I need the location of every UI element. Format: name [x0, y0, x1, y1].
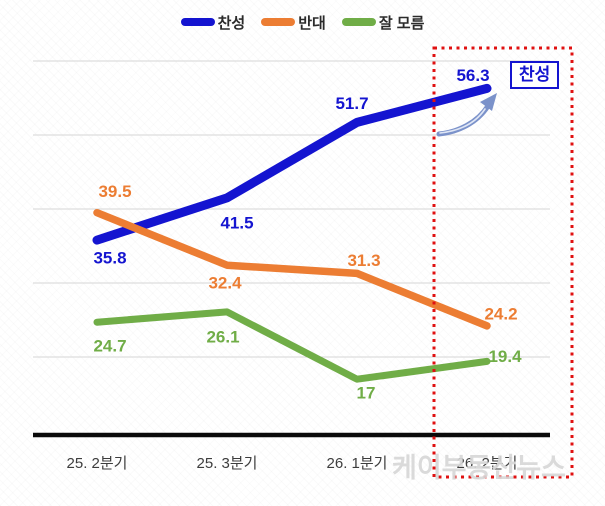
- data-label-2-2: 17: [357, 384, 376, 403]
- data-label-1-1: 32.4: [208, 274, 242, 293]
- trend-arrow-icon: [436, 103, 491, 137]
- legend-item-oppose[interactable]: 반대: [261, 12, 326, 33]
- legend-swatch-oppose-icon: [261, 18, 296, 26]
- data-label-1-3: 24.2: [484, 304, 517, 323]
- legend-label-unsure: 잘 모름: [378, 14, 425, 32]
- trend-arrowhead-icon: [480, 93, 497, 111]
- legend-swatch-approve-icon: [180, 18, 215, 26]
- series-line-0: [92, 83, 492, 245]
- legend-swatch-unsure-icon: [341, 18, 376, 26]
- series-line-1: [93, 208, 491, 330]
- x-axis-label-q2-25: 25. 2분기: [66, 455, 128, 472]
- highlight-callout: 찬성: [510, 61, 560, 89]
- data-label-0-1: 41.5: [220, 213, 253, 232]
- data-label-0-2: 51.7: [335, 94, 368, 113]
- x-axis-label-q1-26: 26. 1분기: [326, 455, 388, 472]
- legend-label-approve: 찬성: [217, 14, 246, 32]
- data-label-2-1: 26.1: [206, 327, 239, 346]
- legend-label-oppose: 반대: [298, 14, 326, 32]
- x-axis-label-q3-25: 25. 3분기: [196, 455, 258, 472]
- data-label-0-0: 35.8: [93, 249, 126, 268]
- x-axis-label-q2-26: 26. 2분기: [456, 455, 518, 472]
- trend-arrow-highlight: [439, 108, 486, 134]
- data-label-0-3: 56.3: [456, 66, 489, 85]
- highlight-dashed-box: [432, 46, 574, 479]
- data-label-1-0: 39.5: [98, 182, 131, 201]
- legend-item-unsure[interactable]: 잘 모름: [341, 12, 425, 33]
- data-label-2-3: 19.4: [488, 347, 522, 366]
- legend: 찬성 반대 잘 모름: [0, 10, 605, 34]
- data-label-2-0: 24.7: [93, 337, 126, 356]
- data-label-1-2: 31.3: [347, 251, 380, 270]
- series-line-2: [93, 308, 491, 383]
- legend-item-approve[interactable]: 찬성: [180, 12, 246, 33]
